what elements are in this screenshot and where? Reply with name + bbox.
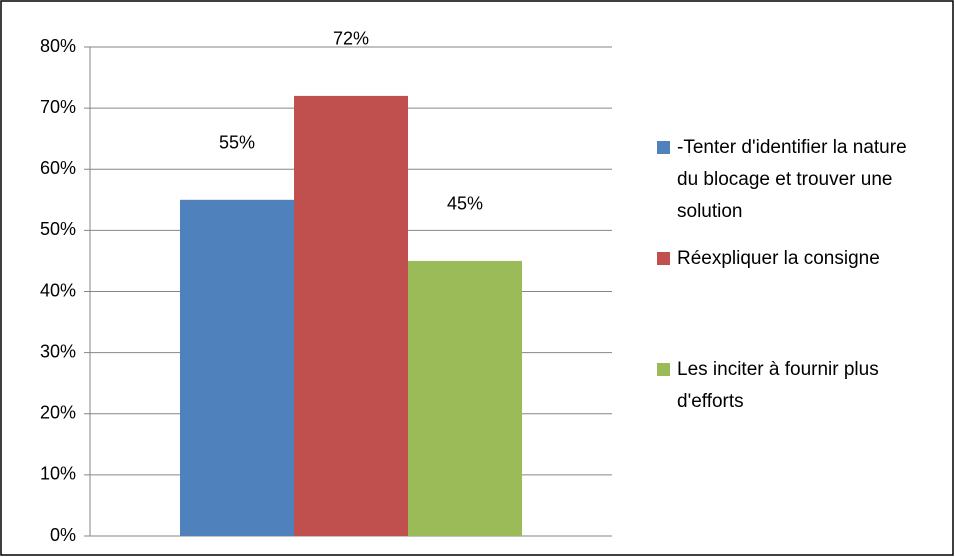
y-tick-label: 20% [40, 403, 76, 423]
y-tick-label: 30% [40, 341, 76, 361]
y-tick-label: 0% [50, 525, 76, 545]
legend-swatch [657, 363, 670, 376]
bar [180, 199, 294, 536]
legend-item: -Tenter d'identifier la nature du blocag… [657, 132, 927, 228]
y-tick-label: 70% [40, 97, 76, 117]
legend-label: Réexpliquer la consigne [677, 248, 880, 269]
bar [294, 95, 408, 537]
y-tick-label: 60% [40, 158, 76, 178]
data-label: 72% [333, 29, 369, 49]
legend-label: -Tenter d'identifier la nature du blocag… [677, 137, 907, 222]
legend-item: Réexpliquer la consigne [657, 243, 927, 275]
y-tick-label: 40% [40, 280, 76, 300]
y-tick-label: 80% [40, 36, 76, 56]
data-label: 45% [447, 194, 483, 214]
y-tick-label: 10% [40, 464, 76, 484]
y-tick-label: 50% [40, 219, 76, 239]
legend-item: Les inciter à fournir plus d'efforts [657, 354, 927, 418]
bar [408, 260, 522, 536]
legend-label: Les inciter à fournir plus d'efforts [677, 359, 879, 412]
data-label: 55% [219, 133, 255, 153]
legend-swatch [657, 252, 670, 265]
legend-swatch [657, 141, 670, 154]
